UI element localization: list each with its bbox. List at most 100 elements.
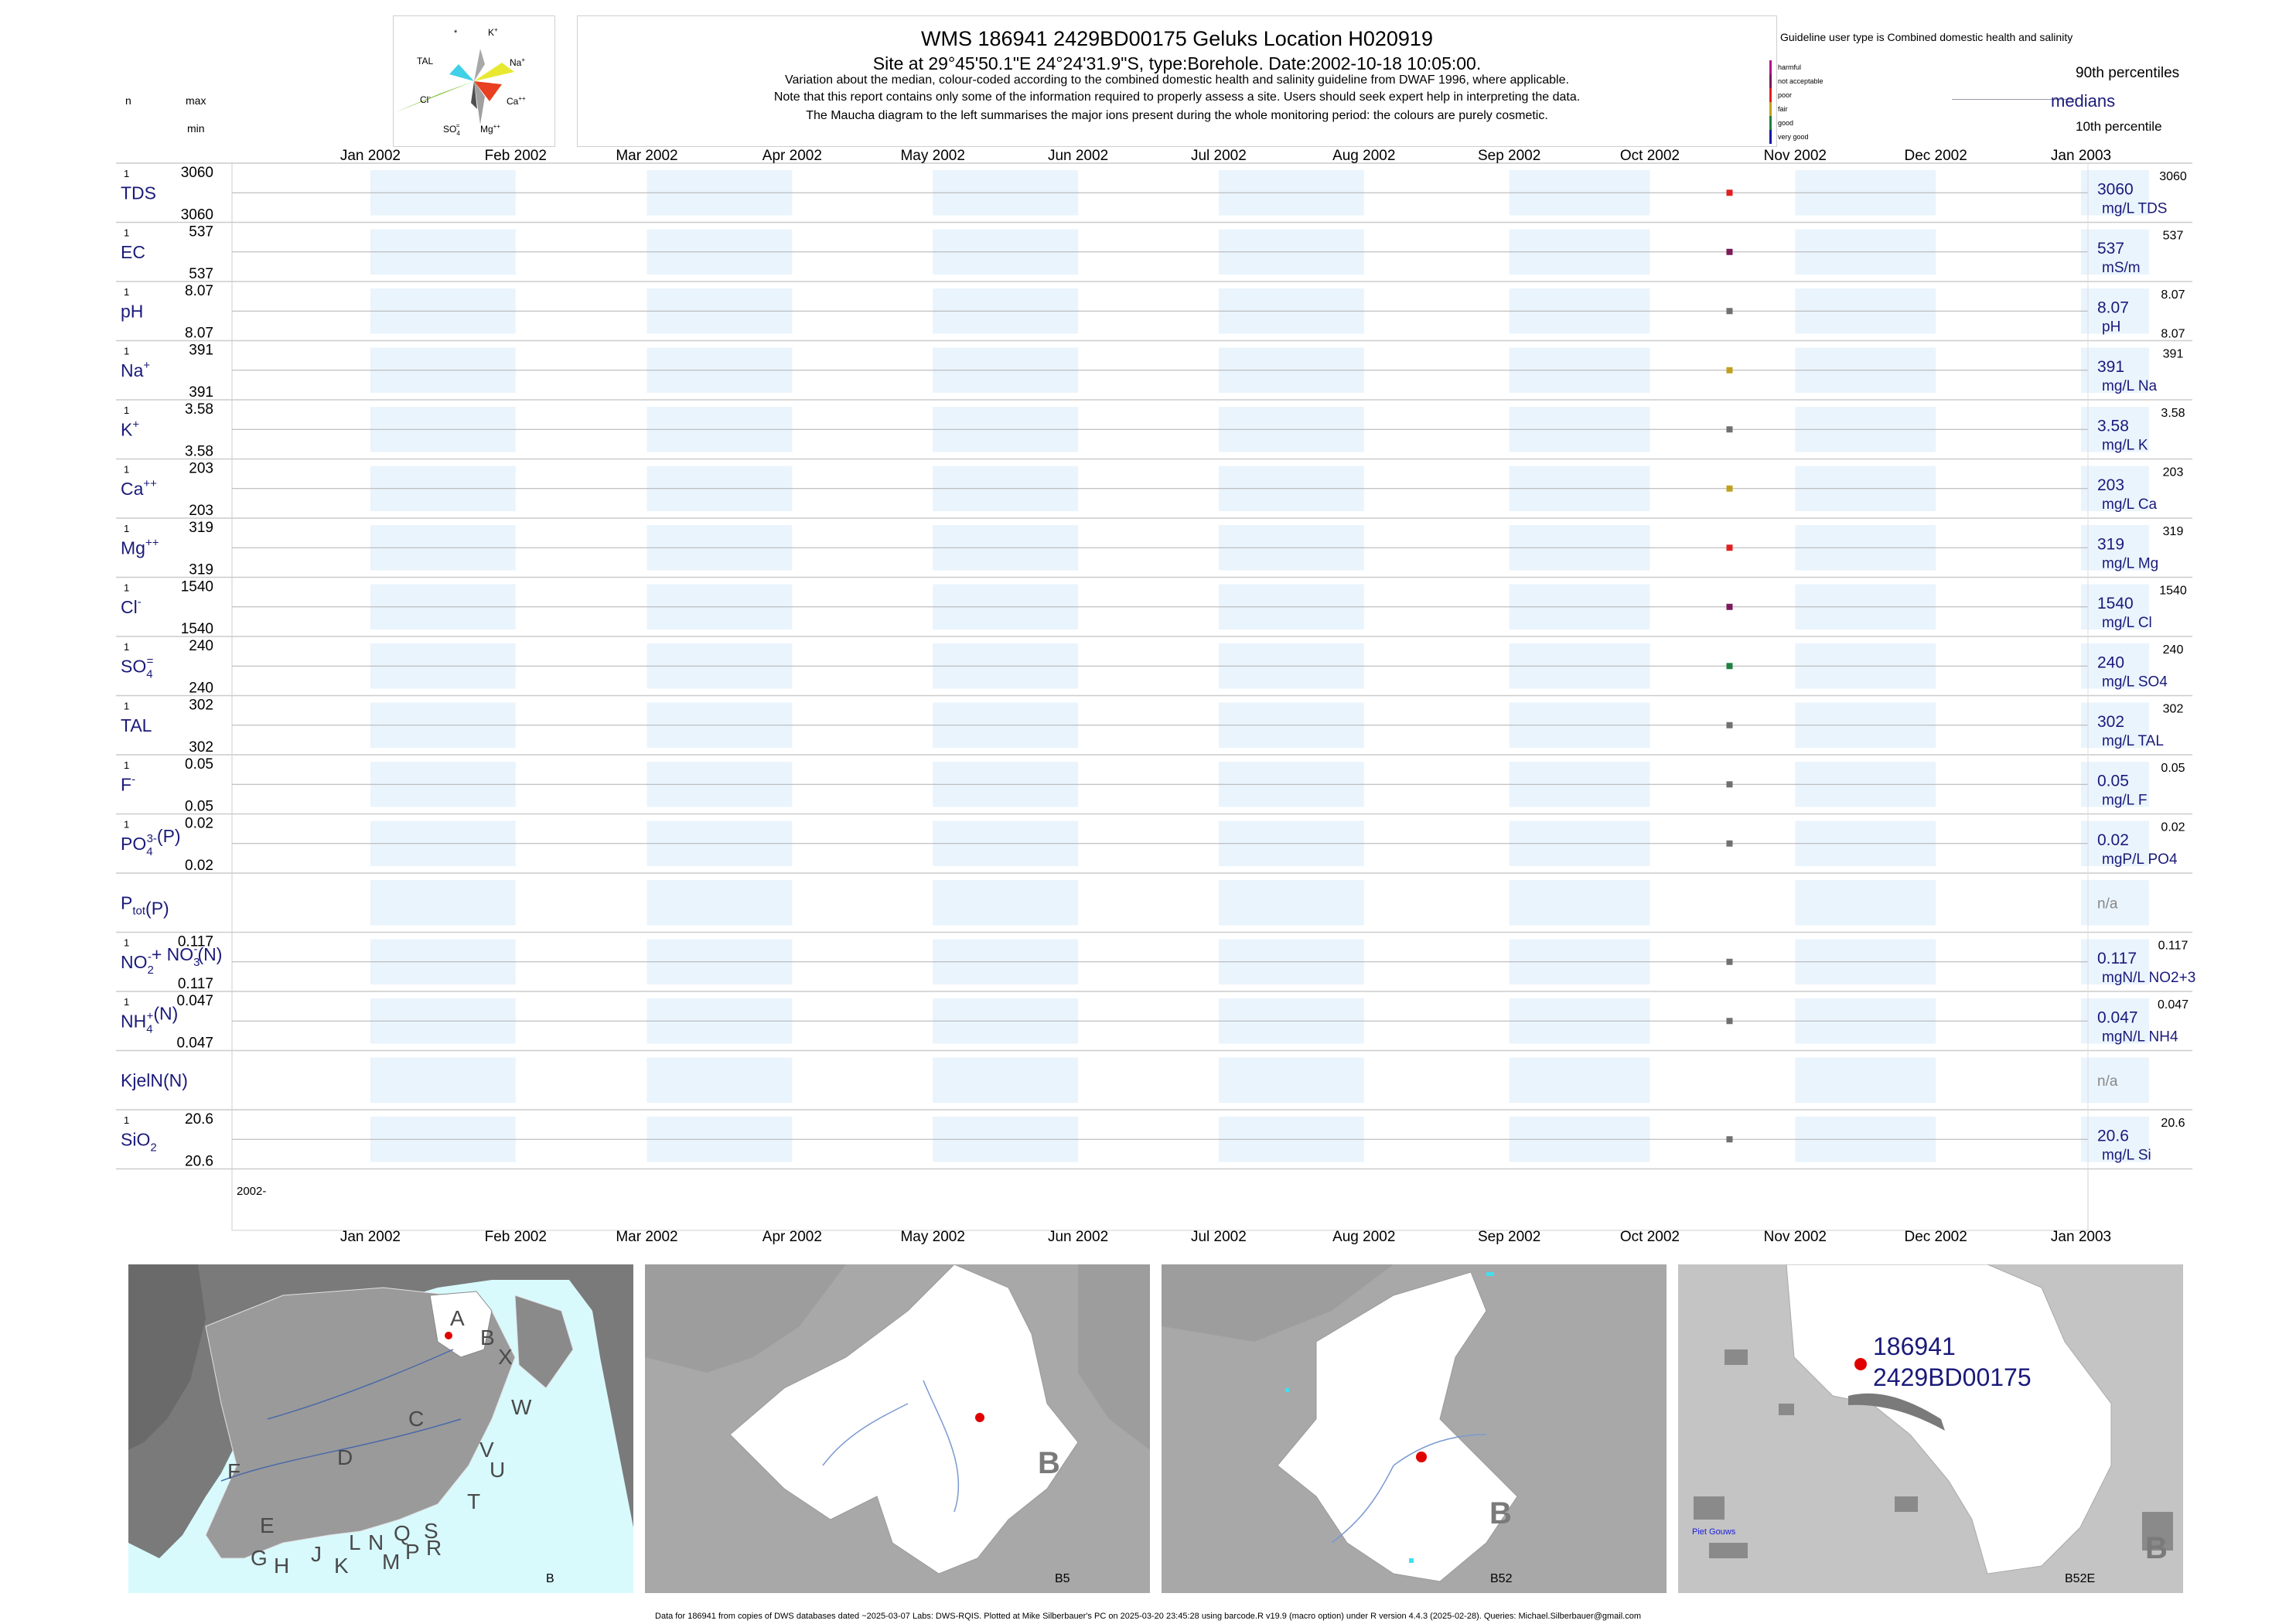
map-b52e-svg — [1694, 1264, 2173, 1575]
region-label-c: C — [408, 1407, 425, 1431]
row-sio: SiO2 1 20.6 20.6 20.6 mg/L Si 20.6 — [121, 1111, 2185, 1170]
region-label-t: T — [467, 1489, 481, 1513]
row-min: 20.6 — [185, 1154, 213, 1170]
header-panel: WMS 186941 2429BD00175 Geluks Location H… — [577, 15, 1777, 147]
row-p: Ptot(P) n/a — [121, 892, 2118, 918]
region-label-e: E — [260, 1513, 275, 1537]
row-unit: mg/L TAL — [2102, 733, 2164, 749]
row-n: 1 — [124, 227, 129, 239]
row-p90-value: 0.117 — [2158, 940, 2189, 953]
guideline-swatch — [1769, 88, 1772, 102]
row-max: 0.117 — [178, 934, 213, 950]
site-marker-dot-b52e — [1854, 1358, 1867, 1370]
header-note-3: The Maucha diagram to the left summarise… — [806, 109, 1548, 122]
map2-big-label: B — [1038, 1446, 1060, 1480]
region-label-f: F — [227, 1459, 241, 1483]
row-unit: mgP/L PO4 — [2102, 851, 2178, 868]
legend-max-label: max — [186, 94, 206, 107]
row-n: 1 — [124, 582, 129, 594]
x-tick-top: Mar 2002 — [616, 148, 677, 164]
parameter-label: SO4= — [121, 654, 154, 681]
row-max: 203 — [189, 461, 213, 477]
map-b5-svg — [645, 1264, 1150, 1575]
row-median-value: 537 — [2097, 240, 2124, 258]
region-label-u: U — [490, 1458, 506, 1482]
map3-big-label: B — [1489, 1496, 1512, 1530]
row-p90-value: 203 — [2163, 466, 2184, 479]
row-max: 1540 — [181, 579, 213, 595]
row-max: 0.047 — [176, 993, 213, 1009]
row-max: 3060 — [181, 165, 213, 181]
month-band — [2081, 1117, 2150, 1162]
x-tick-top: Feb 2002 — [485, 148, 547, 164]
row-mg: Mg++ 1 319 319 319 mg/L Mg 319 — [121, 520, 2183, 578]
parameter-label: SiO2 — [121, 1129, 157, 1154]
sample-points — [1726, 189, 1733, 1143]
row-p90-value: 319 — [2163, 525, 2184, 538]
row-min: 391 — [189, 384, 213, 401]
month-band — [2081, 643, 2150, 689]
bottom-axis-ticks: Jan 2002 Feb 2002 Mar 2002 Apr 2002 May 2002… — [340, 1229, 2111, 1245]
parameter-label: Cl- — [121, 595, 142, 617]
maucha-cl-segment — [394, 81, 474, 113]
row-no: NO2-+ NO3-(N)1 0.117 0.117 0.117 mgN/L NO2+3… — [121, 934, 2195, 993]
parameter-label: EC — [121, 242, 145, 262]
guideline-level-fair: fair — [1769, 102, 1788, 116]
row-min: 1540 — [181, 621, 213, 637]
month-band — [2081, 939, 2150, 984]
map-catchment-b52: B B52 — [1162, 1264, 1667, 1593]
x-tick-top: Jan 2003 — [2051, 148, 2111, 164]
row-n: 1 — [124, 759, 129, 771]
row-median-value: 20.6 — [2097, 1127, 2129, 1145]
maucha-tal-segment — [449, 64, 474, 81]
x-tick-bottom: Dec 2002 — [1904, 1229, 1967, 1245]
guideline-level-label: poor — [1778, 91, 1793, 99]
sample-point — [1726, 426, 1733, 433]
row-max: 319 — [189, 520, 213, 536]
guideline-level-label: good — [1778, 119, 1794, 127]
row-min: 319 — [189, 562, 213, 578]
parameter-label: Na+ — [121, 359, 150, 380]
guideline-swatch — [1769, 60, 1772, 74]
map1-label: B — [546, 1572, 554, 1585]
sample-point — [1726, 308, 1733, 315]
maucha-star-label: * — [454, 29, 458, 38]
row-n: 1 — [124, 523, 129, 534]
sample-point — [1726, 1136, 1733, 1143]
sample-point — [1726, 722, 1733, 728]
row-unit: mS/m — [2102, 260, 2141, 276]
month-band — [933, 1057, 1079, 1103]
x-tick-top: Nov 2002 — [1764, 148, 1827, 164]
map3-label: B52 — [1490, 1572, 1513, 1585]
parameter-label: TDS — [121, 183, 156, 203]
row-f: F- 1 0.05 0.05 0.05 mg/L F 0.05 — [121, 756, 2185, 815]
maucha-k-label: K+ — [488, 26, 498, 38]
row-po: PO43-(P)1 0.02 0.02 0.02 mgP/L PO4 0.02 — [121, 816, 2185, 875]
month-band — [933, 880, 1079, 926]
row-p90-value: 1540 — [2159, 585, 2187, 598]
guideline-level-good: good — [1769, 116, 1793, 130]
x-tick-top: Jan 2002 — [340, 148, 401, 164]
row-median-value: 3.58 — [2097, 417, 2129, 435]
sample-point — [1726, 781, 1733, 788]
row-max: 240 — [189, 638, 213, 654]
site-id-label: 186941 — [1873, 1332, 1956, 1360]
site-marker-dot-b52 — [1416, 1452, 1427, 1462]
row-min: 302 — [189, 739, 213, 756]
row-n: 1 — [124, 168, 129, 179]
month-band — [2081, 1057, 2150, 1103]
x-tick-bottom: Apr 2002 — [762, 1229, 822, 1245]
month-band — [1509, 1057, 1650, 1103]
guideline-swatch — [1769, 102, 1772, 116]
barcode-chart: Jan 2002 Feb 2002 Mar 2002 Apr 2002 May 2002… — [116, 148, 2195, 1245]
row-median-value: 1540 — [2097, 595, 2134, 612]
month-band — [2081, 998, 2150, 1044]
map-catchment-b52e: 186941 2429BD00175 Piet Gouws B B52E — [1678, 1264, 2183, 1593]
row-unit: mg/L Mg — [2102, 555, 2158, 571]
parameter-label: NH4+(N) — [121, 1003, 178, 1035]
place-label: Piet Gouws — [1692, 1527, 1736, 1537]
month-band — [2081, 229, 2150, 275]
month-band — [1795, 1057, 1936, 1103]
site-code-label: 2429BD00175 — [1873, 1363, 2032, 1391]
sample-point — [1726, 958, 1733, 965]
